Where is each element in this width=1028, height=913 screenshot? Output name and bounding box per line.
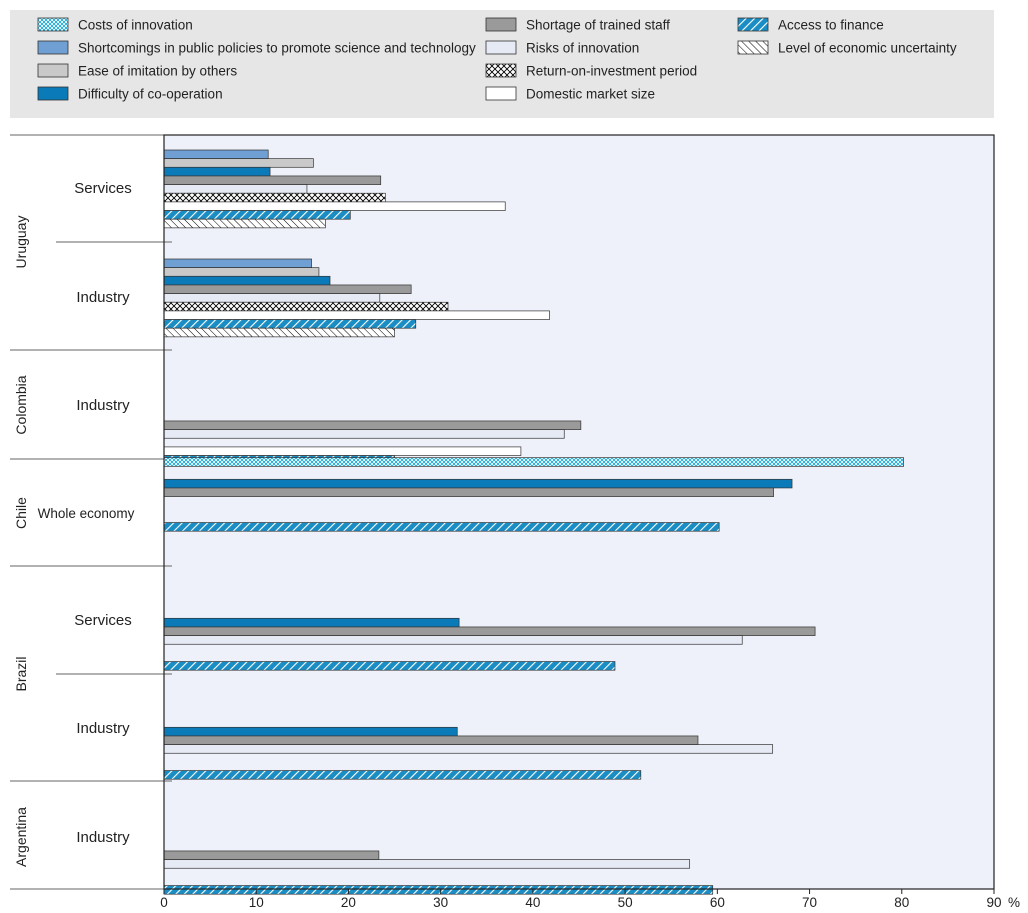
legend-label-roi: Return-on-investment period <box>526 64 697 79</box>
legend-label-risks: Risks of innovation <box>526 41 639 56</box>
bar-chile-whole-economy-costs <box>163 457 904 467</box>
bar-argentina-industry-risks <box>163 859 691 869</box>
bar-brazil-industry-risks <box>163 744 774 754</box>
bar-uruguay-industry-finance <box>163 319 417 329</box>
bar-uruguay-industry-risks <box>163 293 381 303</box>
legend-swatch-uncertainty <box>737 40 769 55</box>
x-tick-label: 50 <box>618 895 633 910</box>
country-label-brazil: Brazil <box>13 656 29 691</box>
bar-chile-whole-economy-finance <box>163 522 720 532</box>
bar-uruguay-industry-staff <box>163 284 412 294</box>
legend-item-risks: Risks of innovation <box>485 40 639 56</box>
legend-swatch-imitation <box>37 63 69 78</box>
legend-item-imitation: Ease of imitation by others <box>37 63 237 79</box>
legend-label-uncertainty: Level of economic uncertainty <box>778 41 957 56</box>
x-axis: 0 10 20 30 40 50 60 70 80 90% <box>160 889 1020 910</box>
bar-brazil-services-risks <box>163 635 743 645</box>
bar-brazil-industry-cooperation <box>163 726 458 737</box>
legend-swatch-costs <box>37 17 69 32</box>
row-separators <box>10 134 172 890</box>
bar-uruguay-services-market <box>163 201 506 211</box>
bar-brazil-industry-finance <box>163 770 642 780</box>
sector-label-brazil-industry: Industry <box>76 720 130 737</box>
legend-label-staff: Shortage of trained staff <box>526 18 670 33</box>
sector-label-colombia-industry: Industry <box>76 397 130 414</box>
legend-swatch-market <box>485 86 517 101</box>
x-tick-label: 70 <box>802 895 817 910</box>
x-tick-label: 40 <box>525 895 540 910</box>
x-tick-label: 90 <box>986 895 1001 910</box>
legend-item-market: Domestic market size <box>485 86 655 102</box>
legend-item-cooperation: Difficulty of co-operation <box>37 86 223 102</box>
legend-swatch-staff <box>485 17 517 32</box>
legend-swatch-roi <box>485 63 517 78</box>
legend-swatch-policy <box>37 40 69 55</box>
legend-item-policy: Shortcomings in public policies to promo… <box>37 40 476 56</box>
bar-uruguay-industry-uncertainty <box>163 327 395 338</box>
bar-uruguay-services-imitation <box>163 158 314 168</box>
sector-label-uruguay-services: Services <box>74 180 132 197</box>
sector-label-chile-whole-economy: Whole economy <box>38 506 135 521</box>
legend-swatch-cooperation <box>37 86 69 101</box>
legend-label-imitation: Ease of imitation by others <box>78 64 237 79</box>
legend-item-costs: Costs of innovation <box>37 17 193 33</box>
x-tick-label: 30 <box>433 895 448 910</box>
bar-brazil-services-cooperation <box>163 617 460 628</box>
sector-label-uruguay-industry: Industry <box>76 289 130 306</box>
group-chile-whole-economy <box>163 457 904 532</box>
legend-item-uncertainty: Level of economic uncertainty <box>737 40 957 56</box>
bar-uruguay-services-finance <box>163 210 351 220</box>
bar-brazil-industry-staff <box>163 735 699 745</box>
x-unit-label: % <box>1008 895 1020 910</box>
bars <box>163 149 904 895</box>
bar-colombia-industry-risks <box>163 429 565 439</box>
legend-swatch-risks <box>485 40 517 55</box>
legend-label-costs: Costs of innovation <box>78 18 193 33</box>
bar-uruguay-industry-cooperation <box>163 275 331 286</box>
bar-colombia-industry-staff <box>163 420 582 430</box>
bar-chile-whole-economy-staff <box>163 487 774 497</box>
country-label-uruguay: Uruguay <box>13 216 29 269</box>
x-tick-label: 20 <box>341 895 356 910</box>
bar-uruguay-services-cooperation <box>163 166 271 177</box>
x-tick-label: 60 <box>710 895 725 910</box>
group-uruguay-services <box>163 149 506 229</box>
legend-item-roi: Return-on-investment period <box>485 63 697 79</box>
bar-uruguay-industry-roi <box>163 301 449 312</box>
bar-uruguay-services-roi <box>163 192 386 203</box>
bar-brazil-services-staff <box>163 626 816 636</box>
legend: Costs of innovation Shortcomings in publi… <box>37 17 957 102</box>
legend-swatch-finance <box>737 17 769 32</box>
legend-label-market: Domestic market size <box>526 87 655 102</box>
bar-argentina-industry-finance <box>163 885 714 895</box>
bar-uruguay-services-policy <box>163 149 269 159</box>
bar-colombia-industry-market <box>163 446 522 456</box>
country-label-colombia: Colombia <box>13 375 29 434</box>
bar-uruguay-services-risks <box>163 184 308 194</box>
plot-frame <box>163 134 995 890</box>
country-label-argentina: Argentina <box>13 807 29 867</box>
bar-brazil-services-finance <box>163 661 616 671</box>
bar-uruguay-services-uncertainty <box>163 218 326 229</box>
legend-item-finance: Access to finance <box>737 17 884 33</box>
sector-label-argentina-industry: Industry <box>76 829 130 846</box>
bar-uruguay-services-staff <box>163 175 382 185</box>
legend-label-policy: Shortcomings in public policies to promo… <box>78 41 476 56</box>
category-labels: Services Industry Industry Whole economy Ser… <box>13 180 135 867</box>
country-label-chile: Chile <box>13 497 29 529</box>
x-tick-label: 0 <box>160 895 168 910</box>
legend-label-cooperation: Difficulty of co-operation <box>78 87 223 102</box>
x-tick-label: 10 <box>249 895 264 910</box>
bar-uruguay-industry-imitation <box>163 267 320 277</box>
x-tick-label: 80 <box>894 895 909 910</box>
bar-uruguay-industry-market <box>163 310 550 320</box>
bar-chile-whole-economy-cooperation <box>163 478 793 489</box>
legend-item-staff: Shortage of trained staff <box>485 17 670 33</box>
sector-label-brazil-services: Services <box>74 612 132 629</box>
bar-argentina-industry-staff <box>163 850 380 860</box>
bar-uruguay-industry-policy <box>163 258 312 268</box>
legend-label-finance: Access to finance <box>778 18 884 33</box>
